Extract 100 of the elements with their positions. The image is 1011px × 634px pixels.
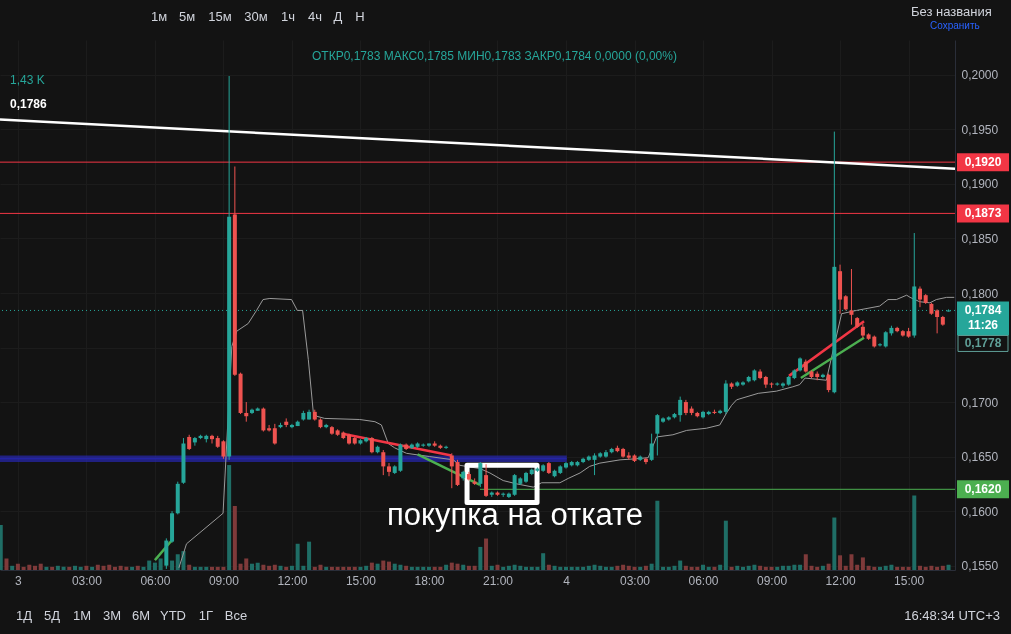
y-tick-label: 0,1650	[961, 450, 999, 465]
bar	[683, 565, 688, 570]
bar	[472, 565, 477, 570]
bar	[232, 505, 237, 570]
bar	[329, 566, 334, 570]
bar	[769, 566, 774, 570]
bar	[609, 566, 614, 570]
bar	[449, 562, 454, 570]
bar	[358, 566, 363, 570]
bar	[78, 566, 83, 570]
bar	[541, 553, 546, 570]
bar	[723, 520, 728, 570]
bar	[284, 566, 289, 570]
bar	[524, 566, 529, 570]
candlestick	[444, 445, 449, 450]
bar	[455, 563, 460, 570]
candlestick	[849, 268, 854, 326]
candlestick	[826, 373, 831, 393]
x-tick-label: 03:00	[619, 573, 651, 588]
y-tick-label: 0,1800	[961, 286, 999, 301]
bar	[347, 566, 352, 570]
bar	[461, 564, 466, 570]
text: Все	[224, 608, 248, 623]
bar	[426, 566, 431, 570]
bar	[15, 563, 20, 570]
bar	[546, 564, 551, 570]
candlestick	[769, 381, 774, 389]
bar	[780, 565, 785, 570]
bar	[632, 566, 637, 570]
bar	[61, 566, 66, 570]
bar	[564, 566, 568, 570]
text: 5Д	[43, 608, 61, 623]
bar	[895, 566, 900, 570]
bar	[763, 566, 768, 570]
x-tick-label: 09:00	[208, 573, 240, 588]
bar	[906, 566, 911, 570]
candlestick	[272, 423, 277, 446]
text: ОТКР0,1783 МАКС0,1785 МИН0,1783 ЗАКР0,1784 0,0000 (0,00%)	[312, 49, 677, 63]
bar	[506, 565, 511, 570]
bar	[603, 566, 608, 570]
bar	[141, 566, 146, 570]
bar	[278, 565, 283, 570]
bar	[586, 565, 591, 570]
bar	[706, 566, 711, 570]
text: 15м	[208, 9, 232, 24]
bar	[729, 566, 734, 570]
bar	[803, 554, 808, 570]
bar	[307, 541, 312, 570]
annotation: 1,43 K	[10, 73, 45, 87]
bar	[484, 538, 489, 570]
bar	[10, 565, 15, 570]
candlestick	[484, 463, 489, 498]
candlestick	[244, 401, 249, 423]
bar	[381, 560, 386, 570]
bar	[95, 564, 100, 570]
bar	[912, 495, 917, 570]
bar	[152, 562, 157, 570]
candlestick	[381, 449, 386, 476]
bar	[712, 566, 717, 570]
bar	[72, 565, 77, 570]
bar	[387, 561, 391, 570]
bar	[935, 566, 940, 570]
text: Сохранить	[930, 20, 980, 31]
candlestick	[387, 462, 391, 477]
bar	[740, 566, 745, 570]
bar	[255, 562, 260, 570]
bar	[364, 565, 369, 570]
bar	[444, 564, 449, 570]
bar	[0, 524, 3, 570]
text: YTD	[160, 608, 186, 623]
bar	[701, 564, 706, 570]
candlestick	[455, 459, 460, 487]
bar	[135, 565, 140, 570]
candlestick	[449, 452, 454, 489]
bar	[798, 564, 803, 570]
x-tick-label: 12:00	[825, 573, 856, 588]
bar	[369, 562, 374, 570]
bar	[352, 566, 357, 570]
candlestick	[649, 433, 654, 462]
x-tick-label: 4	[563, 573, 571, 588]
text: 1Г	[198, 608, 214, 623]
bar	[33, 565, 38, 570]
text: 1ч	[280, 9, 296, 24]
ref-line-label: 0,1920	[964, 155, 1002, 170]
x-tick-label: 18:00	[414, 573, 445, 588]
x-tick-label: 21:00	[482, 573, 514, 588]
text: Н	[355, 9, 365, 24]
bar	[67, 566, 72, 570]
bar	[466, 565, 471, 570]
bar	[210, 566, 215, 570]
text: 11:26	[967, 318, 999, 333]
bar	[917, 565, 922, 570]
bar	[261, 564, 266, 570]
bar	[489, 565, 494, 570]
bar	[192, 566, 197, 570]
bar	[615, 565, 620, 570]
annotation: 0,1786	[10, 97, 48, 111]
text: 1Д	[15, 608, 33, 623]
bar	[638, 566, 643, 570]
ref-line-label: 0,1873	[964, 206, 1002, 221]
